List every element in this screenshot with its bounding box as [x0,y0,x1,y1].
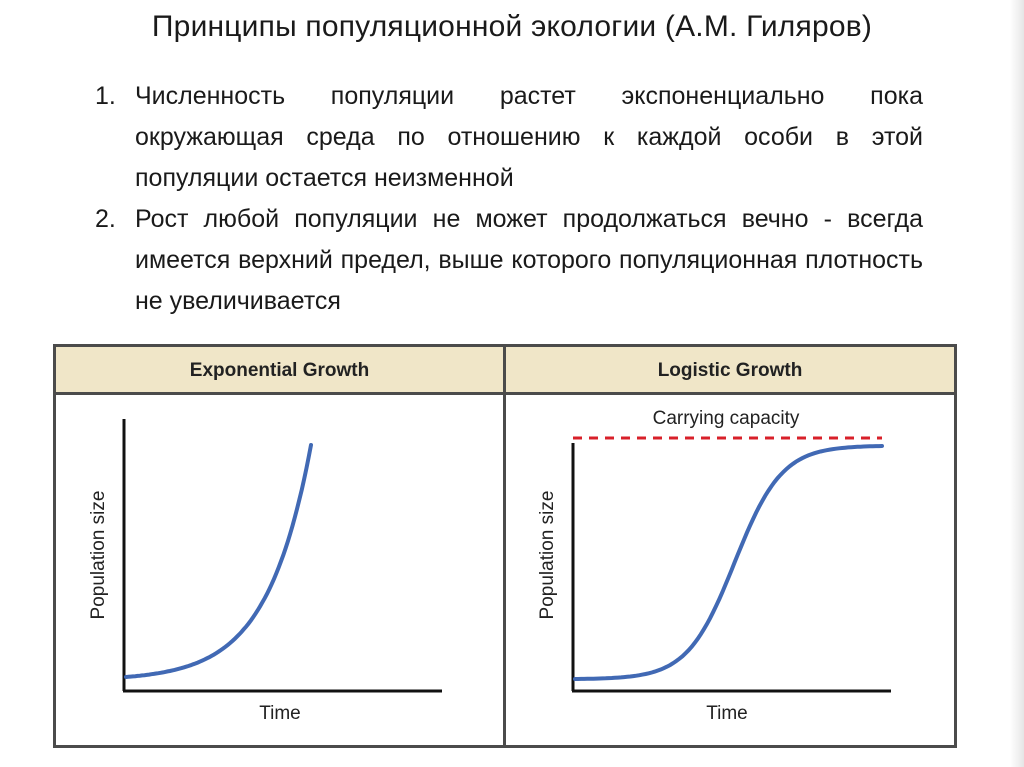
slide-title: Принципы популяционной экологии (А.М. Ги… [151,10,873,43]
logistic-y-label: Population size [537,491,558,620]
logistic-panel-title: Logistic Growth [506,347,954,395]
list-item-number: 2. [95,205,116,233]
panel-divider [503,347,506,745]
list-item: 2. Рост любой популяции не может продолж… [95,199,923,322]
list-item-text: Рост любой популяции не может продолжать… [135,205,923,315]
slide-edge-shadow [1010,0,1024,767]
list-item-text: Численность популяции растет экспоненциа… [135,82,923,192]
exponential-x-label: Time [259,703,301,724]
growth-plots: Time Population size Carrying capacity T… [88,408,891,724]
logistic-x-label: Time [706,703,748,724]
exponential-curve [124,443,313,679]
principles-list: 1. Численность популяции растет экспонен… [95,76,923,322]
exponential-y-label: Population size [88,491,109,620]
list-item-number: 1. [95,82,116,110]
exponential-panel-title: Exponential Growth [56,347,503,395]
carrying-capacity-label: Carrying capacity [653,408,800,429]
list-item: 1. Численность популяции растет экспонен… [95,76,923,199]
logistic-curve [573,444,884,681]
exponential-plot: Time Population size [88,419,442,724]
growth-figure: Exponential Growth Logistic Growth Time … [53,344,957,748]
logistic-plot: Carrying capacity Time Population size [537,408,891,724]
